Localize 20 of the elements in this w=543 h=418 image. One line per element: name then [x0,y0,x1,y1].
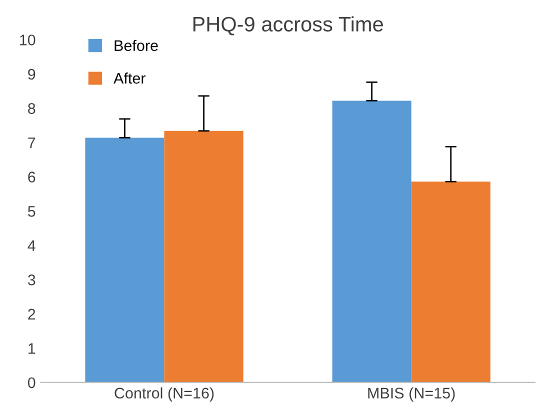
y-tick-label: 8 [28,103,36,114]
chart-title: PHQ-9 accross Time [193,16,383,36]
y-tick-label: 4 [28,240,36,251]
y-tick-label: 3 [28,274,36,286]
bar [332,100,412,382]
bar [164,130,244,382]
legend-label: Before [114,40,158,52]
y-tick-label: 1 [28,343,36,354]
x-tick-label: MBIS (N=15) [368,387,455,402]
y-tick-label: 6 [28,172,36,182]
x-tick-label: Control (N=16) [114,387,214,402]
legend-label: After [114,72,146,84]
y-tick-label: 2 [28,308,36,320]
bar [85,138,164,382]
y-tick-label: 10 [20,34,36,46]
y-tick-label: 9 [28,68,36,80]
bar [411,182,490,382]
y-tick-label: 5 [28,206,36,217]
y-tick-label: 0 [28,377,36,388]
y-tick-label: 7 [28,138,36,148]
